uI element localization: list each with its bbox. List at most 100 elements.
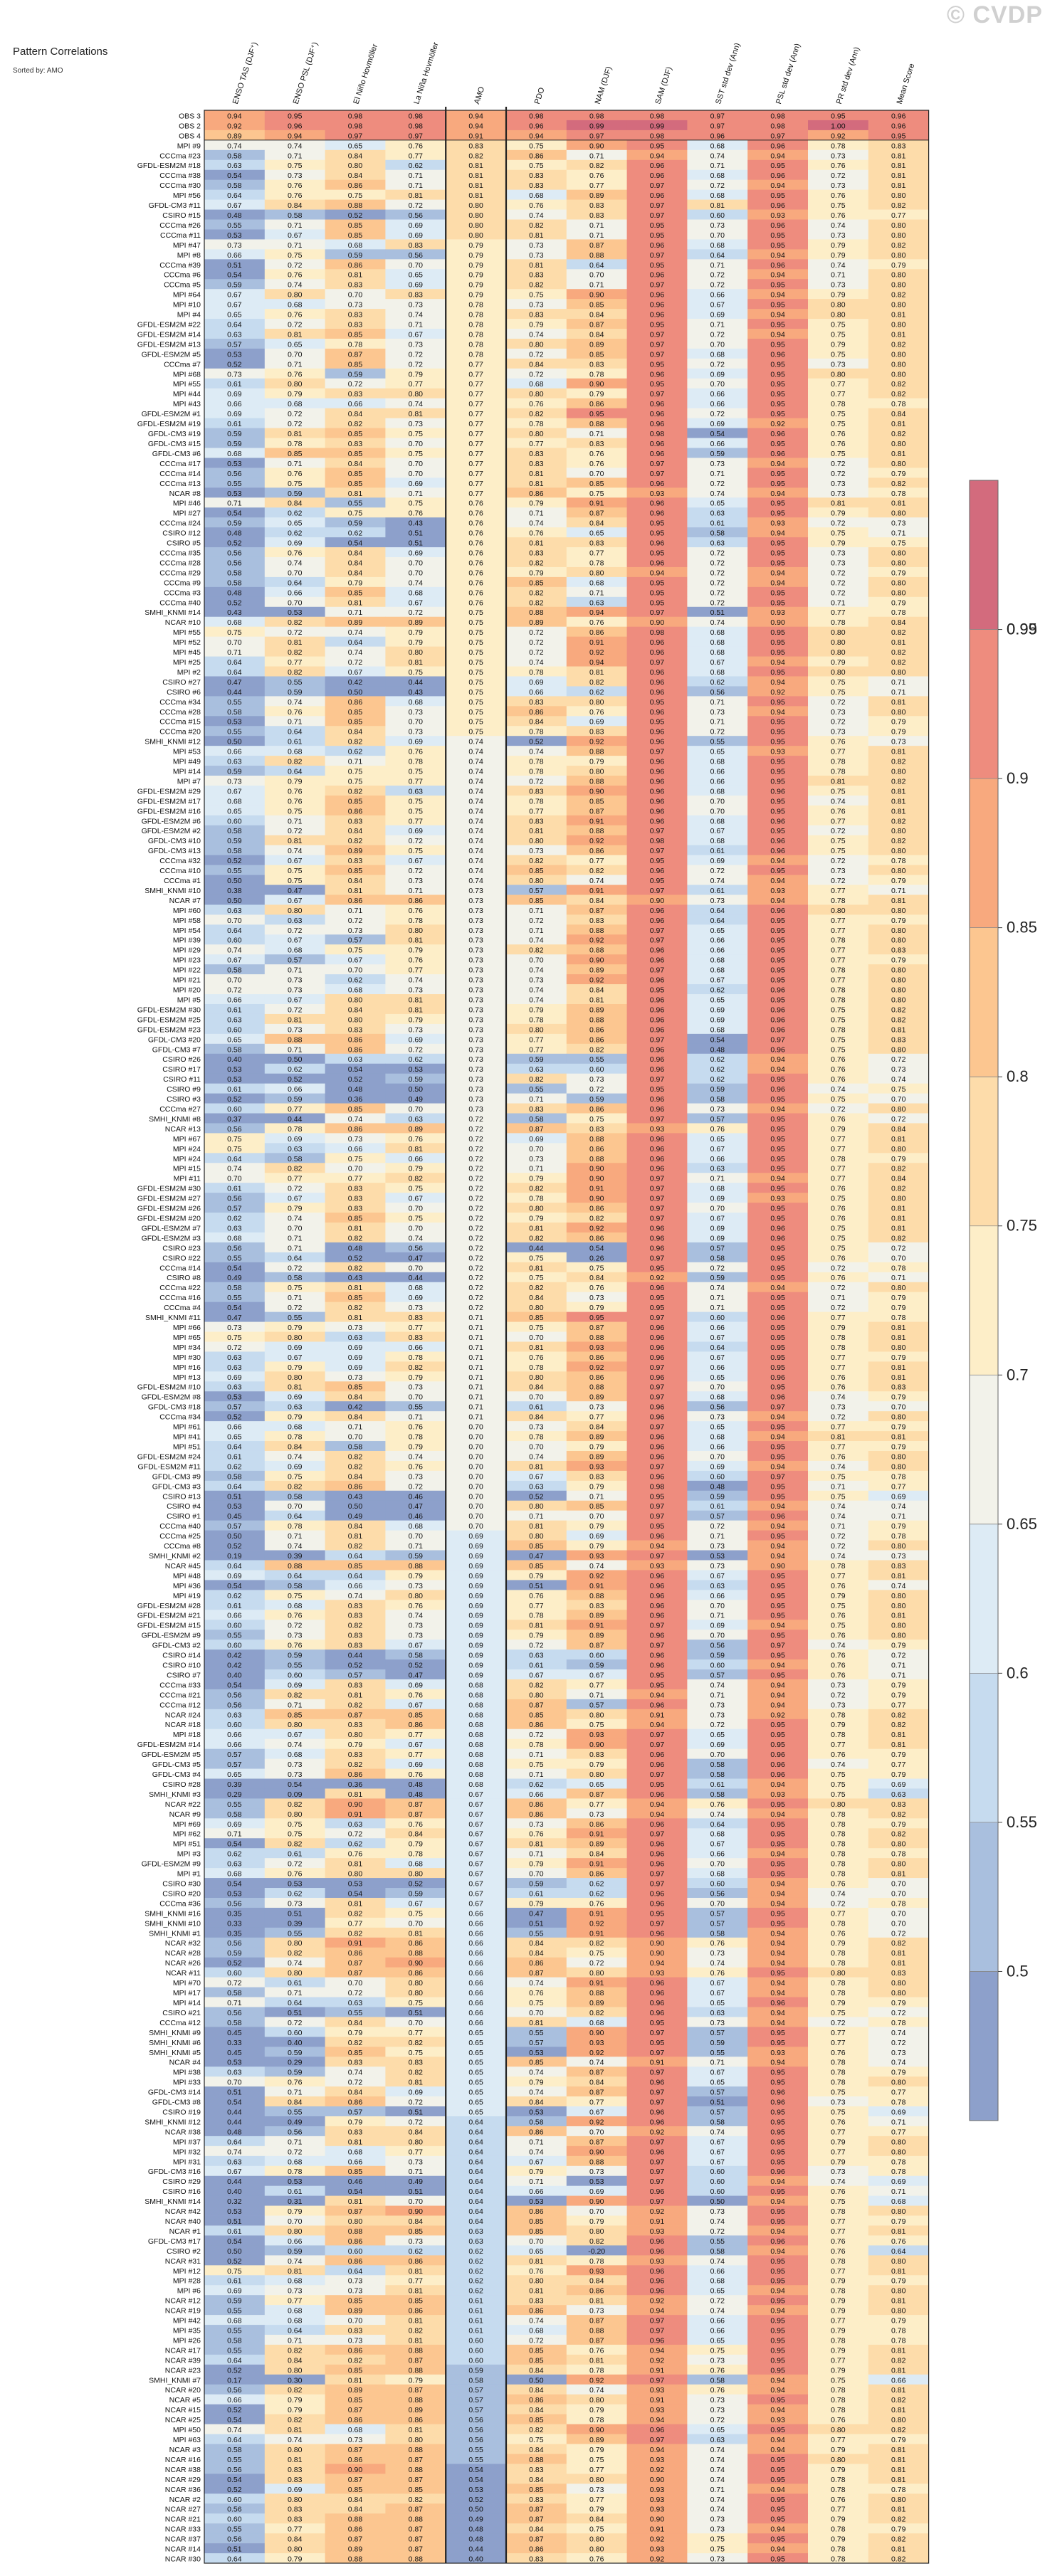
cell-value: 0.86 [348,181,363,190]
cell-value: 0.57 [710,2029,725,2037]
cell-value: 0.95 [650,549,665,557]
cell-value: 0.97 [770,1642,785,1650]
cell-value: 0.85 [589,1502,604,1511]
heatmap-cell [264,229,325,240]
cell-value: 0.67 [589,1671,604,1679]
cell-value: 0.74 [468,758,483,766]
cell-value: 0.95 [770,1363,785,1372]
heatmap-cell [506,517,567,528]
cell-value: 0.70 [288,350,303,359]
row-label: CCCma #9 [164,579,201,587]
cell-value: 0.76 [831,1274,846,1282]
cell-value: 0.78 [831,986,846,995]
cell-value: 0.50 [288,1055,303,1064]
cell-value: 0.73 [831,559,846,567]
cell-value: 0.74 [710,1681,725,1689]
cell-value: 0.95 [650,1909,665,1918]
row-label: GFDL-CM3 #11 [149,201,201,210]
cell-value: 0.95 [770,1830,785,1839]
cell-value: 0.73 [288,1025,303,1034]
row-label: CSIRO #4 [167,1502,201,1511]
cell-value: 0.95 [650,877,665,885]
cell-value: 0.94 [770,1462,785,1471]
cell-value: 0.62 [348,1840,363,1849]
cell-value: 0.71 [409,181,424,190]
cell-value: 0.62 [409,1055,424,1064]
cell-value: 0.70 [891,1095,906,1104]
heatmap-cell [868,626,929,638]
cell-value: 0.40 [227,1671,242,1679]
heatmap-cell [626,269,688,280]
cell-value: 0.97 [650,1642,665,1650]
cell-value: 0.94 [770,271,785,280]
row-label: CCCma #7 [164,360,201,369]
cell-value: 0.82 [529,1284,544,1292]
cell-value: 0.59 [227,519,242,528]
cell-value: 0.81 [529,470,544,478]
cell-value: 0.46 [409,1492,424,1501]
heatmap-cell [506,596,567,608]
cell-value: 0.78 [529,1433,544,1442]
row-label: MPI #11 [174,1175,201,1183]
cell-value: 0.96 [650,400,665,408]
cell-value: 0.67 [468,1840,483,1849]
cell-value: 0.81 [288,1015,303,1024]
heatmap-cell [506,566,567,578]
cell-value: 0.66 [710,291,725,300]
cell-value: 0.65 [710,927,725,935]
heatmap-cell [566,566,627,578]
cell-value: 0.64 [288,728,303,737]
cell-value: 0.71 [288,360,303,369]
heatmap-cell [506,159,567,171]
cell-value: 0.63 [348,1055,363,1064]
cell-value: 0.72 [589,1959,604,1968]
cell-value: 0.53 [227,2059,242,2067]
cell-value: 0.85 [348,1215,363,1223]
cell-value: 0.76 [831,1652,846,1660]
heatmap-cell [566,517,627,528]
cell-value: 0.52 [227,598,242,607]
cell-value: 0.68 [288,1751,303,1759]
heatmap-cell [808,309,869,320]
heatmap-cell [385,209,446,220]
heatmap-cell [446,636,507,647]
cell-value: 0.95 [770,241,785,250]
heatmap-cell [506,537,567,548]
row-label: CCCma #28 [159,708,201,717]
cell-value: 0.73 [710,708,725,717]
cell-value: 0.79 [891,1353,906,1362]
heatmap-cell [687,517,748,528]
cell-value: 0.77 [409,777,424,786]
heatmap-cell [687,120,748,131]
cell-value: 0.52 [529,1492,544,1501]
heatmap-cell [325,358,386,369]
cell-value: 0.74 [529,1452,544,1461]
heatmap-cell [446,497,507,508]
cell-value: 0.70 [710,807,725,815]
cell-value: 0.72 [891,1652,906,1660]
cell-value: 0.95 [650,231,665,240]
cell-value: 0.75 [589,1949,604,1958]
heatmap-cell [446,507,507,518]
cell-value: 0.97 [650,1215,665,1223]
cell-value: 0.75 [831,1492,846,1501]
cell-value: 0.86 [409,1939,424,1948]
cell-value: 0.95 [770,1800,785,1809]
heatmap-cell [808,189,869,200]
cell-value: 0.74 [348,648,363,657]
cell-value: 0.71 [288,966,303,975]
heatmap-cell [868,477,929,488]
cell-value: 0.79 [348,579,363,587]
heatmap-cell [264,676,325,687]
cell-value: 0.75 [831,450,846,458]
cell-value: 0.94 [770,877,785,885]
cell-value: 0.79 [831,1721,846,1729]
row-label: CCCma #14 [159,1264,201,1272]
cell-value: 0.86 [589,1205,604,1213]
cell-value: 0.60 [288,1671,303,1679]
cell-value: 0.78 [468,330,483,339]
row-label: MPI #55 [173,380,201,389]
cell-value: 0.94 [770,460,785,468]
heatmap-cell [506,616,567,628]
cell-value: 0.79 [891,261,906,270]
